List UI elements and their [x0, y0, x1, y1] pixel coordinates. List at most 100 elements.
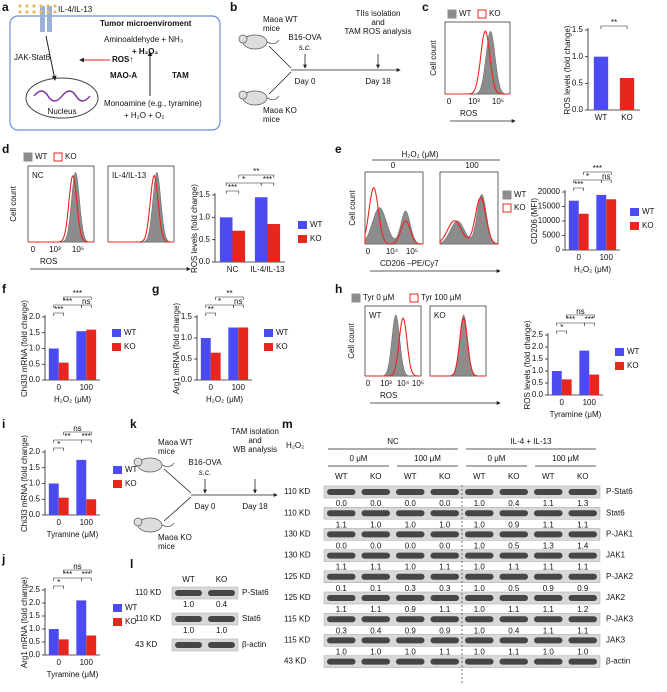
y-tick-label: 0.0	[532, 390, 544, 399]
significance-label: **	[208, 305, 214, 314]
legend-swatch	[113, 604, 122, 612]
blot-band	[208, 616, 235, 622]
x-tick-label: 100	[232, 383, 246, 392]
blot-band	[396, 531, 425, 538]
quant-label: 1.1	[336, 563, 348, 572]
label: NC	[32, 171, 44, 180]
dna	[33, 90, 91, 102]
y-tick-label: 1.0	[181, 333, 193, 342]
quant-label: 0.4	[216, 600, 228, 609]
x-tick-label: 0	[577, 253, 582, 262]
quant-label: 1.2	[577, 605, 589, 614]
y-axis-label: Chi3l3 mRNA (fold change)	[20, 300, 29, 397]
quant-label: 1.1	[336, 520, 348, 529]
diagram-title: Tumor microenviroment	[100, 19, 192, 28]
y-tick-label: 0.5	[532, 378, 544, 387]
ligand-dot	[32, 10, 36, 14]
y-tick-label: 10000	[538, 216, 561, 225]
quant-label: 1.0	[577, 648, 589, 657]
blot-band	[568, 616, 597, 623]
legend-label: WT	[125, 603, 138, 612]
quant-label: 0.0	[370, 499, 382, 508]
label: mice	[263, 115, 280, 124]
legend-label: KO	[642, 221, 654, 230]
label: s.c.	[199, 468, 211, 477]
y-tick-label: 0.5	[181, 354, 193, 363]
y-axis-label: CD206 (MFI)	[530, 198, 539, 245]
y-tick-label: 1.0	[29, 624, 41, 633]
label: TAM ROS analysis	[345, 27, 412, 36]
y-tick-label: 0.0	[199, 257, 211, 266]
significance-bracket	[81, 304, 92, 308]
bar	[58, 497, 69, 515]
y-axis-label: Chi3l3 mRNA (fold change)	[20, 435, 29, 532]
significance-label: ns	[73, 562, 81, 571]
bar	[232, 230, 246, 262]
quant-label: 1.1	[336, 605, 348, 614]
histogram-ko	[430, 316, 486, 377]
blot-band	[534, 510, 563, 517]
significance-bracket	[233, 304, 244, 308]
legend-swatch	[630, 208, 639, 216]
panel-label: l	[130, 557, 133, 571]
label: s.c.	[299, 43, 311, 52]
y-tick-label: 0.0	[29, 375, 41, 384]
label: mice	[158, 542, 175, 551]
blot-band	[327, 489, 356, 495]
x-tick-label: 10⁴	[397, 379, 410, 388]
blot-band	[465, 489, 494, 495]
blot-band	[499, 595, 528, 601]
quant-label: 0.4	[508, 499, 520, 508]
label: MAO-A	[110, 71, 137, 80]
blot-band	[361, 658, 390, 665]
legend-label: WT	[124, 328, 137, 337]
label: B16-OVA	[188, 458, 222, 467]
x-tick-label: NC	[227, 265, 239, 274]
ligand-dot	[39, 4, 43, 8]
y-tick-label: 0.5	[29, 637, 41, 646]
bar	[619, 78, 635, 110]
blot-band	[396, 658, 425, 665]
blot-band	[430, 658, 459, 665]
significance-bracket	[600, 25, 628, 29]
blot-band	[465, 616, 494, 623]
blot-band	[361, 510, 390, 517]
x-tick-label: 100	[80, 658, 94, 667]
quant-label: 1.1	[543, 499, 555, 508]
quant-label: 0.5	[508, 542, 520, 551]
quant-label: 1.1	[370, 605, 382, 614]
significance-bracket	[63, 569, 92, 573]
blot-band	[175, 642, 202, 648]
quant-label: 1.0	[439, 520, 451, 529]
legend-swatch	[351, 293, 361, 303]
diagram-a	[9, 6, 221, 131]
size-label: 110 KD	[135, 614, 161, 623]
quant-label: 1.0	[474, 520, 486, 529]
significance-bracket	[260, 182, 275, 186]
receptor	[47, 6, 52, 32]
quant-label: 0.5	[508, 584, 520, 593]
blot-band	[499, 552, 528, 559]
bar	[48, 483, 59, 515]
legend-swatch	[112, 343, 121, 351]
legend-label: KO	[514, 203, 526, 212]
label: B16-OVA	[288, 33, 322, 42]
ligand-dot	[25, 10, 29, 14]
line	[163, 496, 192, 522]
significance-label: ***	[63, 570, 72, 579]
y-tick-label: 5000	[542, 231, 560, 240]
blot-band	[465, 531, 494, 538]
significance-label: *	[586, 172, 589, 181]
y-axis-label: ROS levels (fold change)	[563, 25, 572, 114]
y-axis-label: Arg1 mRNA (fold change)	[172, 303, 181, 394]
blot-band	[175, 590, 202, 596]
quant-label: 1.1	[439, 648, 451, 657]
bar	[86, 329, 97, 380]
significance-bracket	[225, 190, 240, 194]
blot-band	[534, 616, 563, 623]
protein-label: JAK1	[606, 551, 626, 560]
blot-band	[568, 489, 597, 495]
protein-label: JAK3	[606, 636, 626, 645]
label: NC	[387, 437, 399, 446]
